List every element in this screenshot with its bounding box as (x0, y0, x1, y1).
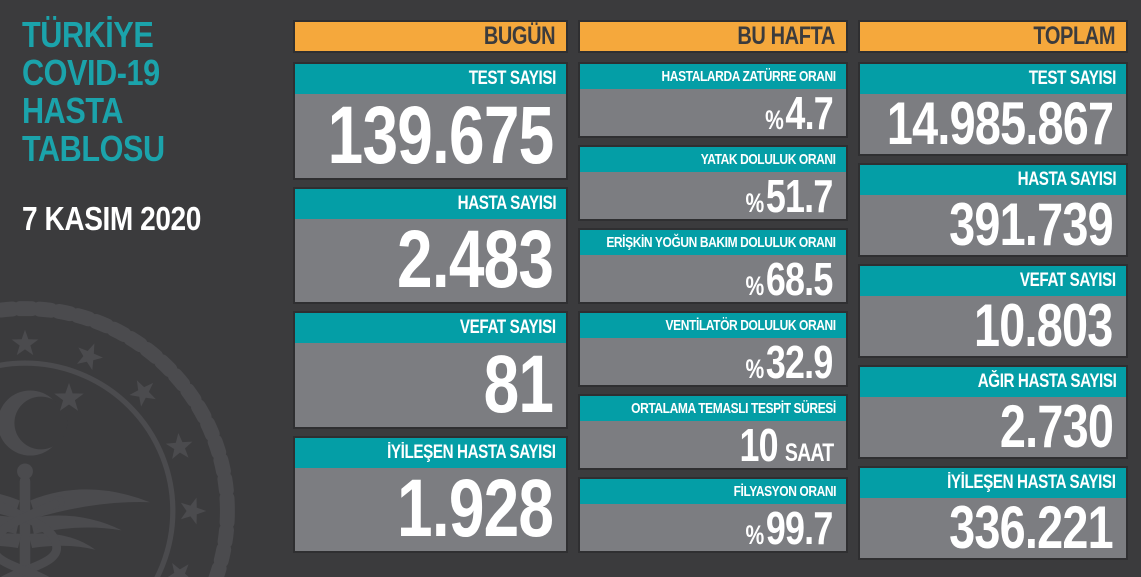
card-list-toplam: TEST SAYISI 14.985.867 HASTA SAYISI 391.… (858, 62, 1128, 560)
card-bugun-vefat-sayisi: VEFAT SAYISI 81 (293, 311, 568, 429)
stat-value: 10 (739, 418, 778, 471)
column-header-label: BU HAFTA (737, 22, 835, 50)
percent-prefix: % (745, 270, 765, 301)
card-toplam-iyilesen-hasta-sayisi: İYİLEŞEN HASTA SAYISI 336.221 (858, 466, 1128, 560)
stat-value: 81 (483, 338, 553, 430)
stat-value: 32.9 (766, 335, 833, 388)
stat-label: TEST SAYISI (468, 68, 557, 89)
percent-prefix: % (745, 187, 765, 218)
stat-label: HASTA SAYISI (457, 192, 556, 214)
stat-label: TEST SAYISI (1028, 68, 1117, 89)
column-header-toplam: TOPLAM (858, 20, 1128, 53)
column-header-bugun: BUGÜN (293, 20, 568, 53)
stat-label: ERİŞKİN YOĞUN BAKIM DOLULUK ORANI (606, 234, 837, 251)
stat-value: 139.675 (327, 89, 554, 181)
card-buhafta-zaturre-orani: HASTALARDA ZATÜRRE ORANI %4.7 (578, 62, 848, 138)
card-toplam-vefat-sayisi: VEFAT SAYISI 10.803 (858, 264, 1128, 358)
stat-value: 51.7 (766, 169, 833, 222)
card-toplam-test-sayisi: TEST SAYISI 14.985.867 (858, 62, 1128, 156)
stat-value: 68.5 (766, 252, 833, 305)
stat-label: İYİLEŞEN HASTA SAYISI (947, 472, 1117, 493)
ministry-of-health-emblem-icon (0, 301, 235, 577)
card-toplam-hasta-sayisi: HASTA SAYISI 391.739 (858, 163, 1128, 257)
column-bu-hafta: BU HAFTA HASTALARDA ZATÜRRE ORANI %4.7 Y… (578, 20, 848, 553)
stat-label: FİLYASYON ORANI (733, 483, 837, 500)
card-buhafta-temasli-tespit-suresi: ORTALAMA TEMASLI TESPİT SÜRESİ 10 SAAT (578, 394, 848, 470)
stat-value: 2.483 (396, 214, 554, 306)
stat-value: 99.7 (766, 501, 833, 554)
column-header-bu-hafta: BU HAFTA (578, 20, 848, 53)
report-date: 7 KASIM 2020 (22, 200, 201, 237)
stat-label: HASTALARDA ZATÜRRE ORANI (661, 68, 837, 85)
stat-value: 2.730 (999, 393, 1114, 460)
card-buhafta-yatak-doluluk-orani: YATAK DOLULUK ORANI %51.7 (578, 145, 848, 221)
stat-value: 14.985.867 (886, 90, 1114, 157)
stat-label: VEFAT SAYISI (1020, 270, 1116, 291)
unit-suffix: SAAT (784, 438, 833, 467)
sidebar: TÜRKİYE COVID-19 HASTA TABLOSU 7 KASIM 2… (0, 0, 292, 577)
stat-label: AĞIR HASTA SAYISI (977, 371, 1116, 392)
card-toplam-agir-hasta-sayisi: AĞIR HASTA SAYISI 2.730 (858, 365, 1128, 459)
stat-value: 10.803 (974, 292, 1114, 359)
page-title: TÜRKİYE COVID-19 HASTA TABLOSU (22, 16, 165, 168)
column-header-label: TOPLAM (1033, 22, 1115, 50)
card-list-bu-hafta: HASTALARDA ZATÜRRE ORANI %4.7 YATAK DOLU… (578, 62, 848, 553)
page-title-line: COVID-19 (22, 52, 160, 93)
percent-prefix: % (765, 104, 784, 135)
page-title-line: TÜRKİYE (22, 14, 154, 55)
stat-value: 4.7 (785, 86, 833, 139)
stat-value: 391.739 (949, 191, 1113, 258)
stat-label: İYİLEŞEN HASTA SAYISI (387, 441, 557, 463)
column-toplam: TOPLAM TEST SAYISI 14.985.867 HASTA SAYI… (858, 20, 1128, 560)
card-buhafta-yogun-bakim-doluluk-orani: ERİŞKİN YOĞUN BAKIM DOLULUK ORANI %68.5 (578, 228, 848, 304)
stat-label: YATAK DOLULUK ORANI (701, 151, 836, 168)
card-bugun-test-sayisi: TEST SAYISI 139.675 (293, 62, 568, 180)
column-header-label: BUGÜN (483, 22, 556, 50)
stat-label: VENTİLATÖR DOLULUK ORANI (665, 317, 837, 334)
card-bugun-iyilesen-hasta-sayisi: İYİLEŞEN HASTA SAYISI 1.928 (293, 435, 568, 555)
card-buhafta-filyasyon-orani: FİLYASYON ORANI %99.7 (578, 477, 848, 553)
stat-value: 1.928 (396, 463, 554, 555)
page-title-line: HASTA (22, 90, 124, 131)
stat-value: 336.221 (949, 494, 1113, 561)
percent-prefix: % (745, 519, 765, 550)
percent-prefix: % (745, 353, 765, 384)
card-bugun-hasta-sayisi: HASTA SAYISI 2.483 (293, 186, 568, 306)
card-list-bugun: TEST SAYISI 139.675 HASTA SAYISI 2.483 V… (293, 62, 568, 553)
stat-label: HASTA SAYISI (1017, 169, 1116, 190)
stat-label: ORTALAMA TEMASLI TESPİT SÜRESİ (631, 400, 836, 417)
card-buhafta-ventilator-doluluk-orani: VENTİLATÖR DOLULUK ORANI %32.9 (578, 311, 848, 387)
stat-label: VEFAT SAYISI (460, 317, 556, 338)
column-bugun: BUGÜN TEST SAYISI 139.675 HASTA SAYISI 2… (293, 20, 568, 553)
page-title-line: TABLOSU (22, 128, 165, 169)
